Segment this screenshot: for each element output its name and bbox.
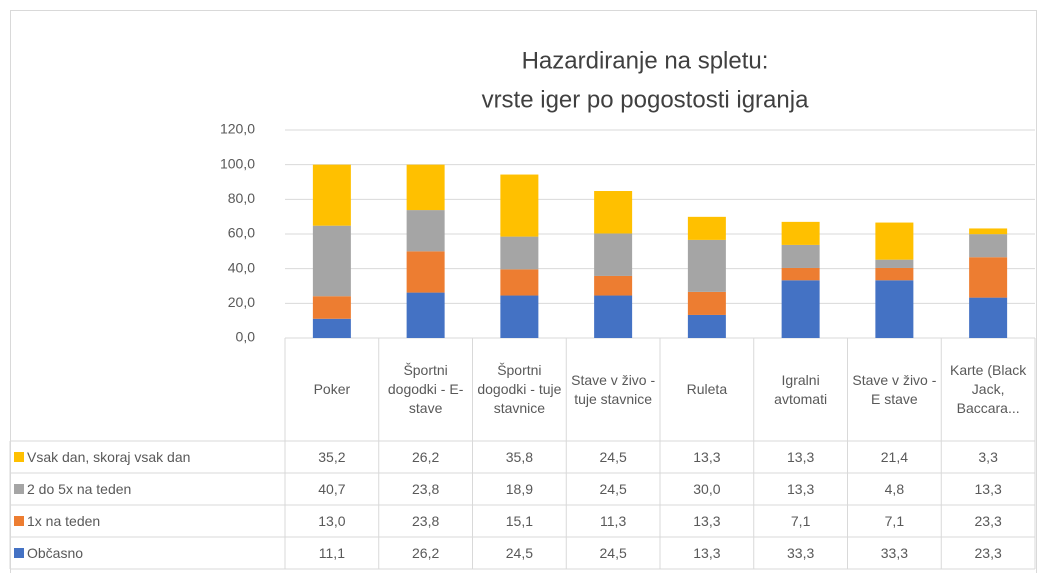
table-value: 35,2 <box>318 448 346 465</box>
legend-label: Občasno <box>27 544 84 561</box>
table-value: 23,8 <box>412 512 440 529</box>
y-tick-label: 40,0 <box>228 259 255 275</box>
table-value: 33,3 <box>880 544 908 561</box>
bar-segment <box>500 236 539 270</box>
y-tick-label: 80,0 <box>228 190 255 206</box>
table-value: 24,5 <box>505 544 533 561</box>
y-tick-label: 0,0 <box>236 329 256 345</box>
legend-swatch <box>14 452 24 462</box>
table-value: 23,8 <box>412 480 440 497</box>
bar-segment <box>687 216 726 240</box>
table-value: 23,3 <box>974 544 1002 561</box>
table-value: 30,0 <box>693 480 721 497</box>
bar-segment <box>875 259 914 268</box>
bar-segment <box>594 275 633 296</box>
table-value: 26,2 <box>412 448 440 465</box>
bar-segment <box>781 221 820 245</box>
table-value: 35,8 <box>505 448 533 465</box>
table-value: 15,1 <box>505 512 533 529</box>
table-value: 40,7 <box>318 480 346 497</box>
table-value: 7,1 <box>790 512 811 529</box>
legend-swatch <box>14 548 24 558</box>
bar-segment <box>875 280 914 338</box>
bar-segment <box>969 257 1008 298</box>
category-label: Stave v živo - tuje stavnice <box>571 371 656 407</box>
legend-entry: Občasno <box>10 537 285 569</box>
table-value: 18,9 <box>505 480 533 497</box>
table-value: 24,5 <box>599 480 627 497</box>
bar-segment <box>969 228 1008 235</box>
table-value: 7,1 <box>884 512 905 529</box>
chart-title: Hazardiranje na spletu: <box>522 47 769 74</box>
y-tick-label: 100,0 <box>220 155 255 171</box>
bar-segment <box>781 267 820 281</box>
category-label: Poker <box>313 381 351 397</box>
table-value: 3,3 <box>978 448 998 465</box>
table-value: 4,8 <box>884 480 905 497</box>
table-value: 13,3 <box>787 448 815 465</box>
category-label: Ruleta <box>686 381 728 397</box>
table-value: 13,3 <box>693 544 721 561</box>
legend-entry: 1x na teden <box>10 505 285 537</box>
table-value: 24,5 <box>599 448 627 465</box>
bar-segment <box>781 280 820 338</box>
bar-segment <box>781 244 820 268</box>
table-value: 13,3 <box>693 448 721 465</box>
category-label: Karte (Black Jack, Baccara... <box>950 362 1027 416</box>
bar-segment <box>500 174 539 237</box>
bar-segment <box>594 295 633 338</box>
y-tick-label: 120,0 <box>220 121 255 137</box>
bar-segment <box>687 239 726 292</box>
legend-label: 1x na teden <box>27 512 101 529</box>
category-label: Športni dogodki - tuje stavnice <box>477 362 562 416</box>
bar-segment <box>969 234 1008 258</box>
table-value: 13,3 <box>974 480 1002 497</box>
bar-segment <box>406 292 445 338</box>
chart-border <box>10 10 1037 573</box>
bar-segment <box>312 164 351 226</box>
bar-segment <box>406 251 445 293</box>
table-value: 11,3 <box>600 512 627 529</box>
table-value: 11,1 <box>318 544 345 561</box>
legend-label: Vsak dan, skoraj vsak dan <box>27 448 191 465</box>
table-value: 33,3 <box>787 544 815 561</box>
legend-swatch <box>14 516 24 526</box>
bar-segment <box>594 191 633 234</box>
table-value: 21,4 <box>880 448 908 465</box>
table-value: 13,3 <box>693 512 721 529</box>
y-tick-label: 20,0 <box>228 294 255 310</box>
bar-segment <box>312 296 351 319</box>
bar-segment <box>594 233 633 276</box>
legend-swatch <box>14 484 24 494</box>
category-label: Športni dogodki - E-stave <box>387 362 464 416</box>
bar-segment <box>312 225 351 297</box>
table-value: 23,3 <box>974 512 1002 529</box>
y-tick-label: 60,0 <box>228 225 255 241</box>
bar-segment <box>500 295 539 338</box>
category-label: Stave v živo - E stave <box>852 371 937 407</box>
table-value: 13,0 <box>318 512 346 529</box>
bar-segment <box>406 210 445 252</box>
bar-segment <box>969 297 1008 338</box>
bar-segment <box>687 291 726 315</box>
bar-segment <box>687 314 726 338</box>
bar-segment <box>500 269 539 296</box>
legend-entry: 2 do 5x na teden <box>10 473 285 505</box>
bar-segment <box>875 267 914 281</box>
legend-label: 2 do 5x na teden <box>27 480 132 497</box>
category-label: Igralni avtomati <box>774 371 828 407</box>
chart-title: vrste iger po pogostosti igranja <box>482 86 810 113</box>
legend-entry: Vsak dan, skoraj vsak dan <box>10 441 285 473</box>
bar-segment <box>312 318 351 338</box>
bar-segment <box>875 222 914 260</box>
table-value: 13,3 <box>787 480 815 497</box>
table-value: 26,2 <box>412 544 440 561</box>
table-value: 24,5 <box>599 544 627 561</box>
bar-segment <box>406 164 445 211</box>
